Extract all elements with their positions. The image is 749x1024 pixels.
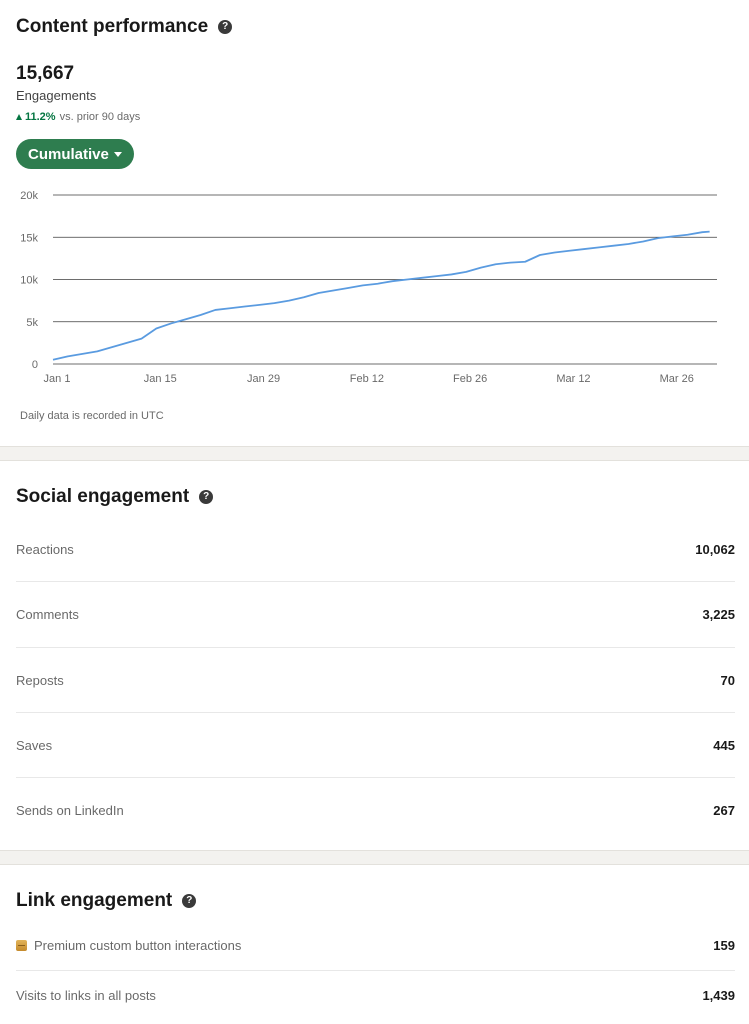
section-divider [0,446,749,461]
metric-value: 3,225 [702,606,735,622]
engagements-series-line[interactable] [52,230,710,361]
link-engagement-title: Link engagement ? [16,890,197,912]
content-performance-title-text: Content performance [16,16,209,37]
y-tick-label: 10k [20,275,38,287]
metric-label: Saves [16,737,53,753]
metric-value: 10,062 [695,541,735,557]
content-performance-card: Content performance ? 15,667 Engagements… [0,0,749,446]
trend-indicator: 11.2% vs. prior 90 days [16,111,140,123]
metric-label: Reposts [16,672,64,688]
social-engagement-title: Social engagement ? [16,486,214,508]
trend-up-icon [16,114,22,120]
metric-value: 70 [720,672,735,688]
metric-label: Sends on LinkedIn [16,802,124,818]
x-tick-label: Feb 26 [453,373,487,385]
cumulative-dropdown-label: Cumulative [28,145,109,163]
content-performance-title: Content performance ? [16,16,233,38]
row-divider [16,581,735,582]
metric-value: 159 [713,937,735,953]
metric-row-comments[interactable]: Comments 3,225 [16,604,735,624]
metric-row-premium-button[interactable]: Premium custom button interactions 159 [16,935,735,955]
engagements-line-chart: 0 5k 10k 15k 20k Jan 1 Jan 15 Jan 29 Feb 12 Feb 2… [20,190,717,385]
engagements-total: 15,667 [16,63,75,84]
y-tick-label: 20k [20,190,38,202]
metric-label-text: Premium custom button interactions [34,937,242,953]
trend-percent: 11.2% [25,111,56,123]
metric-label: Comments [16,606,79,622]
help-icon[interactable]: ? [199,490,214,504]
metric-label: Premium custom button interactions [16,938,241,953]
metric-row-link-visits[interactable]: Visits to links in all posts 1,439 [16,985,735,1005]
row-divider [16,777,735,778]
cumulative-dropdown-button[interactable]: Cumulative [16,139,134,169]
section-divider [0,850,749,865]
social-engagement-title-text: Social engagement [16,486,190,507]
metric-row-sends[interactable]: Sends on LinkedIn 267 [16,800,735,820]
x-tick-label: Jan 15 [144,373,177,385]
engagements-label: Engagements [16,88,97,103]
row-divider [16,647,735,648]
x-tick-label: Feb 12 [350,373,384,385]
help-icon[interactable]: ? [182,894,197,908]
metric-row-saves[interactable]: Saves 445 [16,735,735,755]
metric-label: Reactions [16,541,74,557]
x-tick-label: Jan 1 [44,373,71,385]
link-engagement-card: Link engagement ? Premium custom button … [0,865,749,1024]
y-tick-label: 15k [20,232,38,244]
x-tick-label: Mar 12 [556,373,590,385]
trend-comparison: vs. prior 90 days [59,111,141,123]
metric-label: Visits to links in all posts [16,987,156,1003]
utc-footnote: Daily data is recorded in UTC [20,410,164,422]
caret-down-icon [113,151,122,157]
y-tick-label: 5k [26,317,38,329]
metric-row-reactions[interactable]: Reactions 10,062 [16,539,735,559]
link-engagement-title-text: Link engagement [16,890,173,911]
premium-icon [16,939,27,951]
metric-value: 445 [713,737,735,753]
social-engagement-card: Social engagement ? Reactions 10,062 Com… [0,461,749,850]
x-tick-label: Jan 29 [247,373,280,385]
metric-value: 267 [713,802,735,818]
y-tick-label: 0 [32,359,38,371]
row-divider [16,970,735,971]
metric-value: 1,439 [702,987,735,1003]
x-tick-label: Mar 26 [660,373,694,385]
row-divider [16,712,735,713]
help-icon[interactable]: ? [218,20,233,34]
metric-row-reposts[interactable]: Reposts 70 [16,670,735,690]
